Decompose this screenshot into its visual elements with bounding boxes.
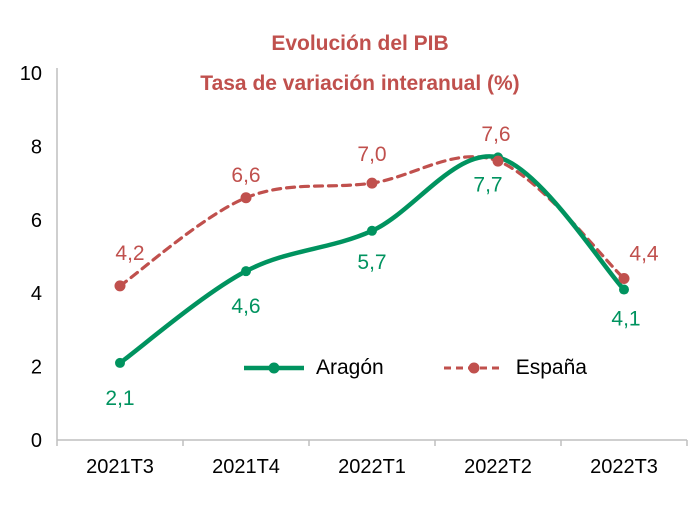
aragon-data-label: 5,7 [357,251,386,274]
legend-label-aragon: Aragón [316,356,384,379]
aragon-data-point [241,266,251,277]
espana-legend-line [443,362,504,374]
y-tick-label: 10 [20,63,42,85]
x-tick-label: 2022T2 [464,456,532,478]
y-tick-label: 6 [31,210,42,232]
legend-item-aragon: Aragón [242,356,384,380]
y-tick-label: 4 [31,283,42,305]
espana-data-point [618,273,630,285]
espana-data-label: 4,4 [629,243,659,266]
espana-data-point [492,155,504,167]
y-tick-label: 0 [31,430,42,452]
espana-data-label: 6,6 [231,164,260,187]
x-tick-label: 2021T3 [86,456,154,478]
aragon-data-label: 4,6 [231,295,260,318]
espana-data-point [366,177,378,189]
espana-data-label: 4,2 [115,242,144,265]
espana-line-swatch [442,360,506,376]
aragon-data-point [367,225,377,236]
legend-item-espana: España [442,356,587,380]
legend-label-espana: España [515,356,587,379]
espana-data-label: 7,0 [357,143,386,166]
y-tick-label: 2 [31,357,42,379]
espana-data-point [240,192,252,204]
legend: Aragón España [242,356,587,380]
aragon-data-label: 4,1 [611,308,640,331]
x-tick-label: 2022T3 [590,456,658,478]
aragon-legend-line [244,362,304,374]
x-tick-label: 2021T4 [212,456,280,478]
espana-data-label: 7,6 [481,123,510,146]
y-tick-label: 8 [31,136,42,158]
aragon-data-label: 7,7 [473,173,502,196]
espana-data-point [114,280,126,292]
x-tick-label: 2022T1 [338,456,406,478]
aragon-line-swatch [242,360,306,376]
aragon-data-label: 2,1 [105,387,134,410]
aragon-data-point [619,284,629,295]
aragon-data-point [115,357,125,368]
